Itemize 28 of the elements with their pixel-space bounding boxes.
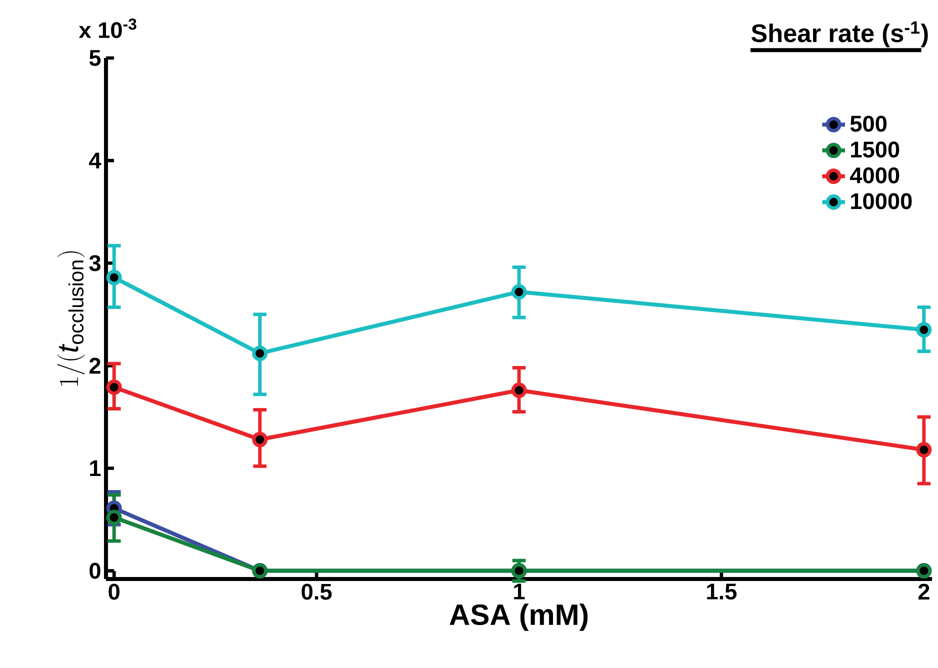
y-axis-title: $1/(\mathit{t}_{\mathrm{occlusion}})$	[57, 251, 85, 386]
legend-label: 4000	[850, 167, 900, 184]
point	[106, 510, 122, 526]
y-tick-label: 3	[89, 255, 100, 272]
y-tick-label: 2	[89, 358, 100, 374]
point	[916, 442, 932, 458]
y-tick-label: 5	[89, 50, 101, 66]
legend-title: Shear rate (s$^{-1}$)	[751, 21, 928, 48]
legend-label: 500	[850, 116, 887, 132]
x-tick-label: 0.5	[302, 584, 332, 600]
x-tick-label: 2	[918, 584, 930, 600]
x-tick-label: 0	[108, 584, 120, 600]
point	[106, 379, 122, 395]
point	[106, 270, 122, 286]
text: x 10$^{-3}$	[78, 18, 136, 38]
x-tick-label: 1	[514, 584, 525, 600]
point	[511, 284, 527, 300]
point	[252, 432, 268, 448]
y-tick-label: 1	[90, 460, 101, 476]
x-axis-title: ASA (mM)	[450, 604, 588, 631]
legend-label: 1500	[851, 142, 900, 158]
point	[252, 346, 268, 362]
point	[916, 322, 932, 338]
x-tick-label: 1.5	[707, 584, 737, 600]
y-tick-label: 0	[90, 562, 100, 579]
legend-label: 10000	[851, 193, 912, 210]
point	[511, 382, 527, 398]
y-tick-label: 4	[89, 152, 102, 168]
